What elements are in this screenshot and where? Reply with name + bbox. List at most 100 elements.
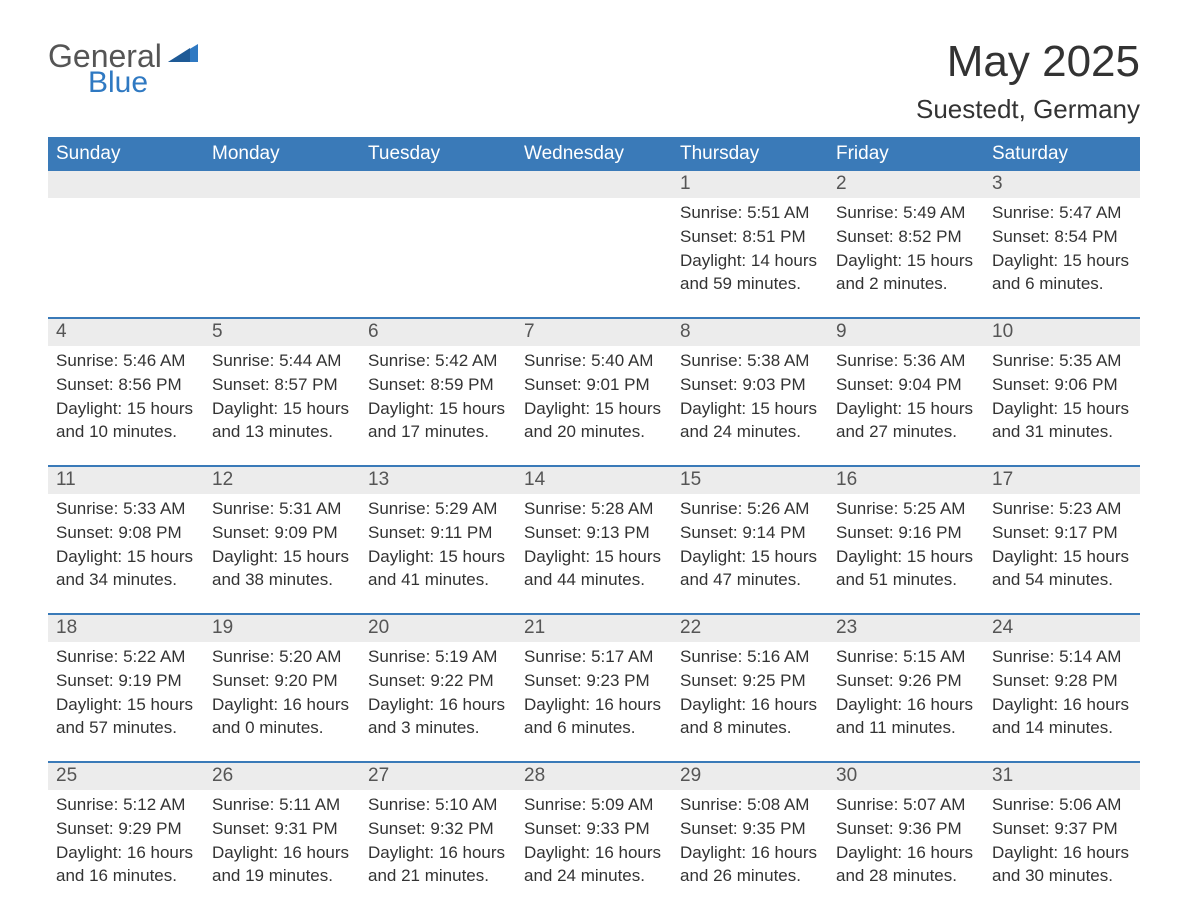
- day-info: Sunrise: 5:08 AMSunset: 9:35 PMDaylight:…: [672, 790, 828, 888]
- day-number: 31: [984, 763, 1140, 790]
- week-row: 11Sunrise: 5:33 AMSunset: 9:08 PMDayligh…: [48, 465, 1140, 595]
- sunrise-text: Sunrise: 5:49 AM: [836, 202, 976, 225]
- sunset-text: Sunset: 9:09 PM: [212, 522, 352, 545]
- day-info: Sunrise: 5:10 AMSunset: 9:32 PMDaylight:…: [360, 790, 516, 888]
- day-info: Sunrise: 5:42 AMSunset: 8:59 PMDaylight:…: [360, 346, 516, 444]
- week-row: 4Sunrise: 5:46 AMSunset: 8:56 PMDaylight…: [48, 317, 1140, 447]
- weekday-header: Thursday: [672, 137, 828, 171]
- sunrise-text: Sunrise: 5:51 AM: [680, 202, 820, 225]
- day-number: 21: [516, 615, 672, 642]
- title-block: May 2025 Suestedt, Germany: [916, 40, 1140, 125]
- daylight-text: Daylight: 15 hours and 27 minutes.: [836, 398, 976, 444]
- day-cell: 18Sunrise: 5:22 AMSunset: 9:19 PMDayligh…: [48, 615, 204, 743]
- week-row: 1Sunrise: 5:51 AMSunset: 8:51 PMDaylight…: [48, 171, 1140, 299]
- sunset-text: Sunset: 9:32 PM: [368, 818, 508, 841]
- day-cell: 19Sunrise: 5:20 AMSunset: 9:20 PMDayligh…: [204, 615, 360, 743]
- day-number: 1: [672, 171, 828, 198]
- header: General Blue May 2025 Suestedt, Germany: [48, 40, 1140, 125]
- sunset-text: Sunset: 8:59 PM: [368, 374, 508, 397]
- day-cell: 16Sunrise: 5:25 AMSunset: 9:16 PMDayligh…: [828, 467, 984, 595]
- weekday-header: Friday: [828, 137, 984, 171]
- sunset-text: Sunset: 9:26 PM: [836, 670, 976, 693]
- day-number: 30: [828, 763, 984, 790]
- sunset-text: Sunset: 9:03 PM: [680, 374, 820, 397]
- sunset-text: Sunset: 9:31 PM: [212, 818, 352, 841]
- daylight-text: Daylight: 15 hours and 10 minutes.: [56, 398, 196, 444]
- day-info: Sunrise: 5:40 AMSunset: 9:01 PMDaylight:…: [516, 346, 672, 444]
- day-cell: 5Sunrise: 5:44 AMSunset: 8:57 PMDaylight…: [204, 319, 360, 447]
- daylight-text: Daylight: 16 hours and 16 minutes.: [56, 842, 196, 888]
- daylight-text: Daylight: 15 hours and 38 minutes.: [212, 546, 352, 592]
- weekday-header: Wednesday: [516, 137, 672, 171]
- day-cell: 30Sunrise: 5:07 AMSunset: 9:36 PMDayligh…: [828, 763, 984, 891]
- day-number: 28: [516, 763, 672, 790]
- day-number: 16: [828, 467, 984, 494]
- day-info: Sunrise: 5:23 AMSunset: 9:17 PMDaylight:…: [984, 494, 1140, 592]
- sunset-text: Sunset: 9:19 PM: [56, 670, 196, 693]
- month-title: May 2025: [916, 40, 1140, 84]
- sunset-text: Sunset: 8:56 PM: [56, 374, 196, 397]
- day-info: Sunrise: 5:17 AMSunset: 9:23 PMDaylight:…: [516, 642, 672, 740]
- day-info: Sunrise: 5:25 AMSunset: 9:16 PMDaylight:…: [828, 494, 984, 592]
- day-info: Sunrise: 5:06 AMSunset: 9:37 PMDaylight:…: [984, 790, 1140, 888]
- day-number: [48, 171, 204, 198]
- weeks-container: 1Sunrise: 5:51 AMSunset: 8:51 PMDaylight…: [48, 171, 1140, 891]
- day-cell: 22Sunrise: 5:16 AMSunset: 9:25 PMDayligh…: [672, 615, 828, 743]
- sunrise-text: Sunrise: 5:07 AM: [836, 794, 976, 817]
- day-info: Sunrise: 5:28 AMSunset: 9:13 PMDaylight:…: [516, 494, 672, 592]
- sunrise-text: Sunrise: 5:22 AM: [56, 646, 196, 669]
- weekday-header: Saturday: [984, 137, 1140, 171]
- sunrise-text: Sunrise: 5:16 AM: [680, 646, 820, 669]
- daylight-text: Daylight: 16 hours and 26 minutes.: [680, 842, 820, 888]
- day-number: 12: [204, 467, 360, 494]
- sunrise-text: Sunrise: 5:26 AM: [680, 498, 820, 521]
- day-cell: 15Sunrise: 5:26 AMSunset: 9:14 PMDayligh…: [672, 467, 828, 595]
- sunrise-text: Sunrise: 5:38 AM: [680, 350, 820, 373]
- daylight-text: Daylight: 15 hours and 17 minutes.: [368, 398, 508, 444]
- calendar: Sunday Monday Tuesday Wednesday Thursday…: [48, 137, 1140, 891]
- daylight-text: Daylight: 16 hours and 3 minutes.: [368, 694, 508, 740]
- day-info: Sunrise: 5:14 AMSunset: 9:28 PMDaylight:…: [984, 642, 1140, 740]
- sunset-text: Sunset: 9:20 PM: [212, 670, 352, 693]
- weekday-header: Tuesday: [360, 137, 516, 171]
- sunset-text: Sunset: 9:35 PM: [680, 818, 820, 841]
- daylight-text: Daylight: 15 hours and 2 minutes.: [836, 250, 976, 296]
- logo-triangle-icon: [168, 40, 198, 67]
- logo-text-block: General Blue: [48, 40, 198, 98]
- day-info: Sunrise: 5:19 AMSunset: 9:22 PMDaylight:…: [360, 642, 516, 740]
- sunset-text: Sunset: 9:28 PM: [992, 670, 1132, 693]
- sunset-text: Sunset: 9:16 PM: [836, 522, 976, 545]
- sunrise-text: Sunrise: 5:36 AM: [836, 350, 976, 373]
- daylight-text: Daylight: 16 hours and 14 minutes.: [992, 694, 1132, 740]
- sunrise-text: Sunrise: 5:42 AM: [368, 350, 508, 373]
- day-info: Sunrise: 5:49 AMSunset: 8:52 PMDaylight:…: [828, 198, 984, 296]
- week-row: 25Sunrise: 5:12 AMSunset: 9:29 PMDayligh…: [48, 761, 1140, 891]
- day-number: [204, 171, 360, 198]
- day-number: 3: [984, 171, 1140, 198]
- sunset-text: Sunset: 9:23 PM: [524, 670, 664, 693]
- day-number: [360, 171, 516, 198]
- daylight-text: Daylight: 16 hours and 19 minutes.: [212, 842, 352, 888]
- sunset-text: Sunset: 9:13 PM: [524, 522, 664, 545]
- day-info: Sunrise: 5:20 AMSunset: 9:20 PMDaylight:…: [204, 642, 360, 740]
- sunset-text: Sunset: 9:01 PM: [524, 374, 664, 397]
- day-number: 27: [360, 763, 516, 790]
- day-cell: [204, 171, 360, 299]
- day-number: 26: [204, 763, 360, 790]
- day-cell: 6Sunrise: 5:42 AMSunset: 8:59 PMDaylight…: [360, 319, 516, 447]
- daylight-text: Daylight: 15 hours and 13 minutes.: [212, 398, 352, 444]
- day-number: 15: [672, 467, 828, 494]
- day-cell: [360, 171, 516, 299]
- day-number: 29: [672, 763, 828, 790]
- day-number: 13: [360, 467, 516, 494]
- day-number: 17: [984, 467, 1140, 494]
- day-cell: 21Sunrise: 5:17 AMSunset: 9:23 PMDayligh…: [516, 615, 672, 743]
- sunset-text: Sunset: 8:57 PM: [212, 374, 352, 397]
- daylight-text: Daylight: 15 hours and 34 minutes.: [56, 546, 196, 592]
- daylight-text: Daylight: 14 hours and 59 minutes.: [680, 250, 820, 296]
- day-info: Sunrise: 5:35 AMSunset: 9:06 PMDaylight:…: [984, 346, 1140, 444]
- daylight-text: Daylight: 16 hours and 21 minutes.: [368, 842, 508, 888]
- day-cell: 2Sunrise: 5:49 AMSunset: 8:52 PMDaylight…: [828, 171, 984, 299]
- day-number: 10: [984, 319, 1140, 346]
- daylight-text: Daylight: 15 hours and 47 minutes.: [680, 546, 820, 592]
